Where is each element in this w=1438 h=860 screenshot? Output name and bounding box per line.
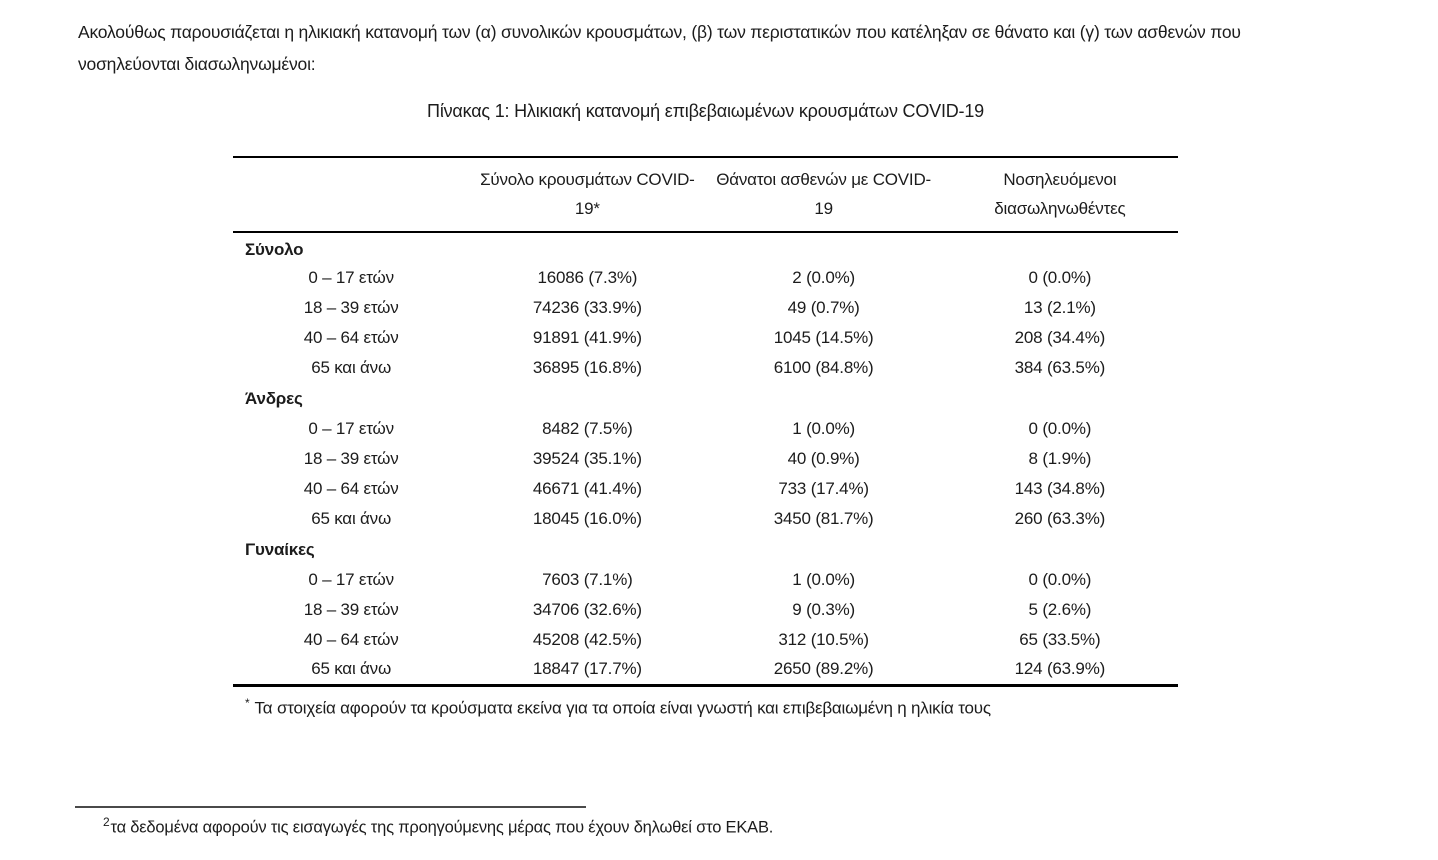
age-cell: 40 – 64 ετών: [303, 479, 399, 498]
table-title: Πίνακας 1: Ηλικιακή κατανομή επιβεβαιωμέ…: [427, 101, 984, 121]
age-cell: 18 – 39 ετών: [303, 449, 399, 468]
cases-cell: 7603 (7.1%): [542, 570, 633, 589]
asterisk-marker: *: [245, 696, 250, 710]
cases-cell: 18045 (16.0%): [532, 509, 642, 528]
table-footnote-text: Τα στοιχεία αφορούν τα κρούσματα εκείνα …: [254, 698, 991, 718]
deaths-cell: 6100 (84.8%): [773, 358, 874, 377]
table-header: Σύνολο κρουσμάτων COVID-19* Θάνατοι ασθε…: [233, 157, 1178, 233]
table-row: 18 – 39 ετών 34706 (32.6%) 9 (0.3%) 5 (2…: [233, 595, 1178, 625]
table-row: 40 – 64 ετών 45208 (42.5%) 312 (10.5%) 6…: [233, 625, 1178, 655]
age-cell: 40 – 64 ετών: [303, 630, 399, 649]
header-empty-cell: [233, 157, 470, 233]
cases-cell: 34706 (32.6%): [532, 600, 642, 619]
intro-paragraph: Ακολούθως παρουσιάζεται η ηλικιακή καταν…: [78, 22, 1241, 74]
section-label: Σύνολο: [245, 239, 304, 259]
deaths-cell: 1 (0.0%): [792, 419, 855, 438]
table-row: 0 – 17 ετών 8482 (7.5%) 1 (0.0%) 0 (0.0%…: [233, 414, 1178, 444]
cases-cell: 39524 (35.1%): [532, 449, 642, 468]
intubated-cell: 124 (63.9%): [1014, 659, 1106, 679]
intubated-cell: 0 (0.0%): [1028, 268, 1092, 287]
covid-age-distribution-table: Σύνολο κρουσμάτων COVID-19* Θάνατοι ασθε…: [233, 156, 1178, 687]
age-cell: 65 και άνω: [311, 509, 392, 528]
cases-cell: 91891 (41.9%): [532, 328, 642, 347]
age-cell: 65 και άνω: [311, 358, 392, 377]
page-footnote-text: τα δεδομένα αφορούν τις εισαγωγές της πρ…: [110, 818, 774, 837]
cases-cell: 45208 (42.5%): [532, 630, 642, 649]
section-row-total: Σύνολο: [233, 232, 1178, 263]
header-total-cases: Σύνολο κρουσμάτων COVID-19*: [469, 157, 706, 233]
table-footnote: * Τα στοιχεία αφορούν τα κρούσματα εκείνα…: [245, 696, 991, 719]
section-row-women: Γυναίκες: [233, 534, 1178, 565]
age-cell: 18 – 39 ετών: [303, 600, 399, 619]
cases-cell: 16086 (7.3%): [537, 268, 638, 287]
header-deaths: Θάνατοι ασθενών με COVID-19: [705, 157, 942, 233]
deaths-cell: 40 (0.9%): [787, 449, 860, 468]
cases-cell: 18847 (17.7%): [532, 659, 642, 679]
cases-cell: 74236 (33.9%): [532, 298, 642, 317]
intubated-cell: 13 (2.1%): [1023, 298, 1096, 317]
footnote-separator-rule: [75, 806, 586, 808]
age-cell: 0 – 17 ετών: [308, 570, 394, 589]
deaths-cell: 49 (0.7%): [787, 298, 860, 317]
intubated-cell: 208 (34.4%): [1014, 328, 1106, 347]
page-footnote: 2τα δεδομένα αφορούν τις εισαγωγές της π…: [103, 815, 773, 838]
table-body: Σύνολο 0 – 17 ετών 16086 (7.3%) 2 (0.0%)…: [233, 232, 1178, 685]
table-row: 18 – 39 ετών 39524 (35.1%) 40 (0.9%) 8 (…: [233, 444, 1178, 474]
deaths-cell: 312 (10.5%): [778, 630, 869, 649]
cases-cell: 36895 (16.8%): [532, 358, 642, 377]
intubated-cell: 384 (63.5%): [1014, 358, 1106, 377]
intubated-cell: 5 (2.6%): [1028, 600, 1092, 619]
table-row: 0 – 17 ετών 7603 (7.1%) 1 (0.0%) 0 (0.0%…: [233, 565, 1178, 595]
age-cell: 40 – 64 ετών: [303, 328, 399, 347]
table-row: 40 – 64 ετών 46671 (41.4%) 733 (17.4%) 1…: [233, 474, 1178, 504]
age-cell: 0 – 17 ετών: [308, 268, 394, 287]
cases-cell: 46671 (41.4%): [532, 479, 642, 498]
deaths-cell: 3450 (81.7%): [773, 509, 874, 528]
intubated-cell: 0 (0.0%): [1028, 419, 1092, 438]
age-cell: 65 και άνω: [311, 659, 392, 679]
table-row: 40 – 64 ετών 91891 (41.9%) 1045 (14.5%) …: [233, 323, 1178, 353]
section-row-men: Άνδρες: [233, 383, 1178, 414]
table-row: 65 και άνω 36895 (16.8%) 6100 (84.8%) 38…: [233, 353, 1178, 383]
deaths-cell: 2650 (89.2%): [773, 659, 874, 679]
age-cell: 18 – 39 ετών: [303, 298, 399, 317]
intubated-cell: 8 (1.9%): [1028, 449, 1092, 468]
intubated-cell: 143 (34.8%): [1014, 479, 1106, 498]
deaths-cell: 2 (0.0%): [792, 268, 855, 287]
intubated-cell: 0 (0.0%): [1028, 570, 1092, 589]
section-label: Γυναίκες: [245, 539, 315, 559]
header-intubated: Νοσηλευόμενοι διασωληνωθέντες: [941, 157, 1178, 233]
table-row: 18 – 39 ετών 74236 (33.9%) 49 (0.7%) 13 …: [233, 293, 1178, 323]
deaths-cell: 9 (0.3%): [792, 600, 855, 619]
deaths-cell: 1 (0.0%): [792, 570, 855, 589]
age-cell: 0 – 17 ετών: [308, 419, 394, 438]
intubated-cell: 260 (63.3%): [1014, 509, 1106, 528]
section-label: Άνδρες: [245, 388, 303, 408]
table-row: 65 και άνω 18847 (17.7%) 2650 (89.2%) 12…: [233, 655, 1178, 685]
intubated-cell: 65 (33.5%): [1019, 630, 1101, 649]
cases-cell: 8482 (7.5%): [542, 419, 633, 438]
table-row: 65 και άνω 18045 (16.0%) 3450 (81.7%) 26…: [233, 504, 1178, 534]
deaths-cell: 733 (17.4%): [778, 479, 869, 498]
footnote-2-marker: 2: [103, 815, 110, 829]
table-row: 0 – 17 ετών 16086 (7.3%) 2 (0.0%) 0 (0.0…: [233, 263, 1178, 293]
deaths-cell: 1045 (14.5%): [773, 328, 874, 347]
